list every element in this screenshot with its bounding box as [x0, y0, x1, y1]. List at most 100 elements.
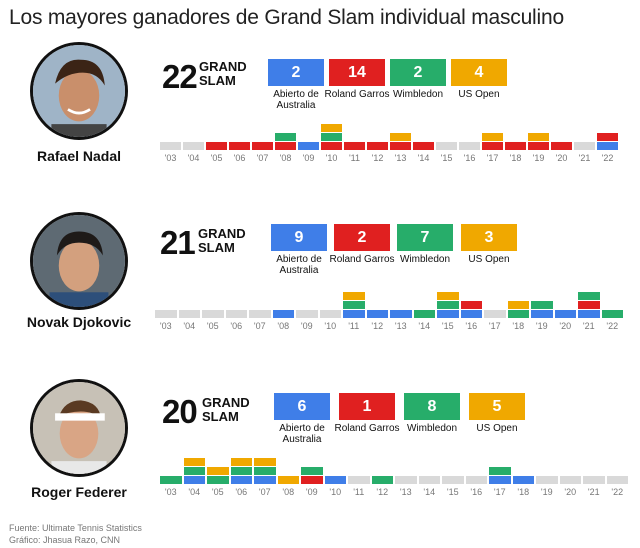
- year-label: '19: [535, 321, 548, 331]
- year-label: '10: [329, 487, 342, 497]
- credit-note: Gráfico: Jhasua Razo, CNN: [9, 535, 121, 545]
- title-cell-roland-garros: [301, 476, 323, 484]
- title-cell-australia: [597, 142, 618, 150]
- title-cell-us-open: [183, 458, 205, 466]
- year-label: '18: [509, 153, 522, 163]
- title-cell-wimbledon: [301, 467, 323, 475]
- year-label: '07: [256, 153, 269, 163]
- year-label: '05: [210, 153, 223, 163]
- year-label: '22: [606, 321, 619, 331]
- year-label: '13: [394, 153, 407, 163]
- title-cell-australia: [460, 310, 482, 318]
- wimbledon-label: Wimbledon: [399, 254, 451, 265]
- title-cell-roland-garros: [367, 142, 388, 150]
- year-cell-empty: [559, 476, 581, 484]
- year-cell-empty: [178, 310, 200, 318]
- title-cell-roland-garros: [505, 142, 526, 150]
- title-cell-roland-garros: [206, 142, 227, 150]
- title-cell-roland-garros: [528, 142, 549, 150]
- title-cell-australia: [512, 476, 534, 484]
- year-cell-empty: [465, 476, 487, 484]
- title-cell-wimbledon: [437, 301, 459, 309]
- year-label: '12: [371, 321, 384, 331]
- title-cell-us-open: [207, 467, 229, 475]
- grand-slam-total: 21: [160, 224, 196, 261]
- year-label: '09: [305, 487, 318, 497]
- title-cell-wimbledon: [183, 467, 205, 475]
- title-cell-roland-garros: [482, 142, 503, 150]
- title-cell-australia: [390, 310, 412, 318]
- australia-label: Abierto de Australia: [276, 254, 322, 276]
- roland-garros-label: Roland Garros: [324, 89, 390, 100]
- year-label: '14: [418, 321, 431, 331]
- title-cell-us-open: [343, 292, 365, 300]
- title-cell-us-open: [390, 133, 411, 141]
- year-label: '08: [282, 487, 295, 497]
- year-label: '08: [279, 153, 292, 163]
- year-label: '16: [470, 487, 483, 497]
- year-label: '03: [159, 321, 172, 331]
- year-cell-empty: [296, 310, 318, 318]
- year-label: '13: [394, 321, 407, 331]
- us-open-label: US Open: [476, 423, 518, 434]
- wimbledon-label: Wimbledon: [392, 89, 444, 100]
- year-label: '09: [302, 153, 315, 163]
- australia-count: 9: [271, 224, 327, 251]
- year-label: '19: [532, 153, 545, 163]
- year-label: '15: [440, 153, 453, 163]
- year-label: '13: [399, 487, 412, 497]
- year-cell-empty: [459, 142, 480, 150]
- australia-count: 2: [268, 59, 324, 86]
- player-photo: [30, 379, 128, 477]
- year-cell-empty: [160, 142, 181, 150]
- wimbledon-count: 8: [404, 393, 460, 420]
- player-photo: [30, 42, 128, 140]
- title-timeline: '03 '04 '05 '06 '07 '08 '09 '10 '11 '12 '13 '14 '15 '…: [155, 282, 625, 331]
- year-label: '04: [188, 487, 201, 497]
- title-cell-us-open: [528, 133, 549, 141]
- year-label: '16: [463, 153, 476, 163]
- title-cell-australia: [578, 310, 600, 318]
- title-cell-us-open: [482, 133, 503, 141]
- year-label: '12: [376, 487, 389, 497]
- year-label: '07: [253, 321, 266, 331]
- year-label: '22: [611, 487, 624, 497]
- title-cell-wimbledon: [321, 133, 342, 141]
- year-label: '05: [206, 321, 219, 331]
- title-cell-australia: [298, 142, 319, 150]
- title-cell-wimbledon: [601, 310, 623, 318]
- title-cell-us-open: [507, 301, 529, 309]
- year-label: '15: [446, 487, 459, 497]
- year-label: '04: [183, 321, 196, 331]
- title-cell-roland-garros: [229, 142, 250, 150]
- player-name: Roger Federer: [31, 484, 127, 500]
- year-label: '17: [488, 321, 501, 331]
- title-cell-wimbledon: [531, 301, 553, 309]
- player-name: Novak Djokovic: [26, 314, 132, 330]
- title-cell-australia: [531, 310, 553, 318]
- title-cell-roland-garros: [321, 142, 342, 150]
- australia-label: Abierto de Australia: [273, 89, 319, 111]
- title-cell-roland-garros: [252, 142, 273, 150]
- grand-slam-label: GRAND SLAM: [202, 395, 250, 424]
- title-cell-roland-garros: [413, 142, 434, 150]
- year-label: '05: [211, 487, 224, 497]
- year-cell-empty: [183, 142, 204, 150]
- year-label: '10: [325, 153, 338, 163]
- roland-garros-count: 14: [329, 59, 385, 86]
- wimbledon-count: 2: [390, 59, 446, 86]
- year-label: '06: [230, 321, 243, 331]
- title-cell-australia: [254, 476, 276, 484]
- year-label: '21: [578, 153, 591, 163]
- year-label: '17: [493, 487, 506, 497]
- year-cell-empty: [155, 310, 177, 318]
- title-cell-wimbledon: [230, 467, 252, 475]
- grand-slam-total: 20: [162, 393, 198, 430]
- title-cell-australia: [324, 476, 346, 484]
- year-cell-empty: [418, 476, 440, 484]
- roland-garros-label: Roland Garros: [334, 423, 400, 434]
- grand-slam-label: GRAND SLAM: [198, 226, 246, 255]
- year-label: '03: [164, 153, 177, 163]
- us-open-count: 4: [451, 59, 507, 86]
- year-cell-empty: [574, 142, 595, 150]
